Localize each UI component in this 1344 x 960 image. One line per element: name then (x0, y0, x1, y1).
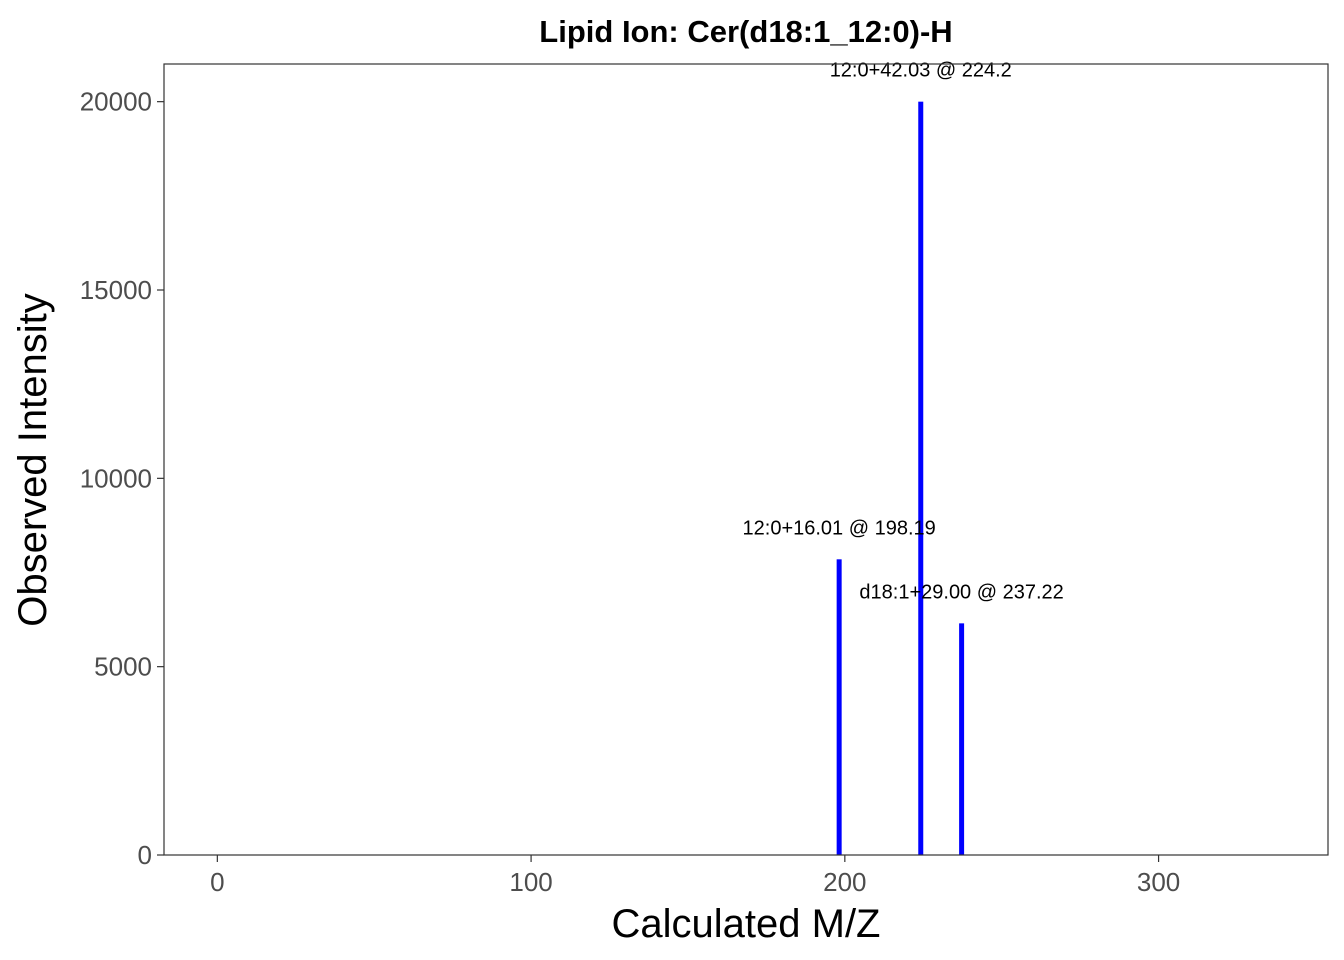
x-axis-ticks: 0 100 200 300 (210, 855, 1180, 897)
y-tick-label: 0 (138, 840, 152, 870)
x-axis-title: Calculated M/Z (612, 902, 881, 946)
peak-label: 12:0+42.03 @ 224.2 (830, 60, 1012, 82)
y-tick-label: 5000 (94, 652, 152, 682)
x-tick-label: 300 (1137, 867, 1180, 897)
y-tick-label: 15000 (80, 275, 152, 305)
x-tick-label: 100 (509, 867, 552, 897)
peak-label: d18:1+29.00 @ 237.22 (859, 581, 1063, 603)
y-axis-ticks: 0 5000 10000 15000 20000 (80, 87, 164, 870)
peak-bar (918, 101, 924, 855)
peak-bar (836, 559, 842, 855)
y-tick-label: 20000 (80, 87, 152, 117)
y-axis-title: Observed Intensity (11, 293, 55, 627)
x-tick-label: 0 (210, 867, 224, 897)
peak-bars (836, 101, 965, 855)
chart-title: Lipid Ion: Cer(d18:1_12:0)-H (539, 14, 952, 49)
plot-panel-border (163, 63, 1329, 856)
peak-bar (959, 623, 965, 855)
peak-labels: 12:0+16.01 @ 198.19 12:0+42.03 @ 224.2 d18… (743, 60, 1064, 604)
x-tick-label: 200 (823, 867, 866, 897)
y-tick-label: 10000 (80, 463, 152, 493)
peak-label: 12:0+16.01 @ 198.19 (743, 517, 936, 539)
